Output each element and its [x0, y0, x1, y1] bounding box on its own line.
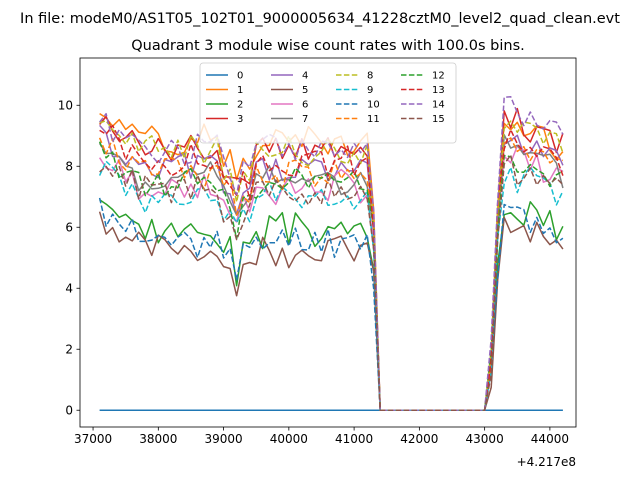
legend-label-11: 11 [367, 114, 380, 125]
legend-label-15: 15 [432, 114, 445, 125]
y-tick-label: 2 [65, 343, 73, 357]
legend-label-10: 10 [367, 100, 380, 111]
x-tick-label: 44000 [531, 432, 569, 446]
legend-label-8: 8 [367, 71, 373, 82]
x-tick-label: 43000 [466, 432, 504, 446]
legend-label-13: 13 [432, 85, 445, 96]
legend-label-1: 1 [237, 85, 243, 96]
legend-label-5: 5 [302, 85, 308, 96]
legend-label-0: 0 [237, 71, 243, 82]
x-offset-label: +4.217e8 [517, 455, 576, 469]
x-tick-label: 37000 [74, 432, 112, 446]
legend-label-14: 14 [432, 100, 445, 111]
legend-label-4: 4 [302, 71, 308, 82]
series-line-15 [99, 154, 564, 411]
axis-ticks: 37000 38000 39000 40000 41000 42000 43000 44000… [58, 99, 569, 446]
x-tick-label: 40000 [270, 432, 308, 446]
series-line-9 [98, 160, 564, 411]
y-tick-label: 6 [65, 221, 73, 235]
legend-label-6: 6 [302, 100, 308, 111]
legend-label-7: 7 [302, 114, 308, 125]
y-tick-label: 4 [65, 282, 73, 296]
y-tick-label: 8 [65, 160, 73, 174]
legend-box [199, 62, 457, 144]
plot-lines [98, 95, 564, 411]
legend-label-9: 9 [367, 85, 373, 96]
legend-label-3: 3 [237, 114, 243, 125]
y-tick-label: 10 [58, 99, 73, 113]
y-tick-label: 0 [65, 404, 73, 418]
x-tick-label: 42000 [400, 432, 438, 446]
axes-frame [79, 57, 577, 428]
legend-label-12: 12 [432, 71, 445, 82]
x-tick-label: 41000 [335, 432, 373, 446]
axes-title: Quadrant 3 module wise count rates with … [131, 38, 525, 54]
x-tick-label: 39000 [204, 432, 242, 446]
figure-suptitle: In file: modeM0/AS1T05_102T01_9000005634… [20, 11, 620, 27]
legend-label-2: 2 [237, 100, 243, 111]
x-tick-label: 38000 [139, 432, 177, 446]
series-line-14 [99, 95, 564, 411]
